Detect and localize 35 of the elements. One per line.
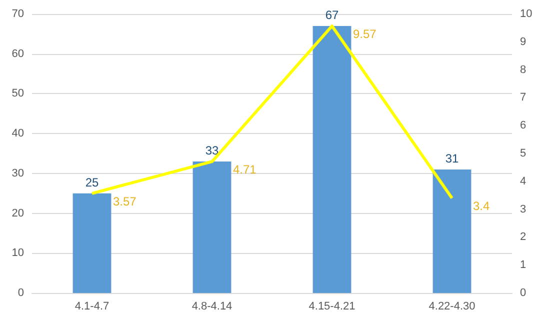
y-tick-label: 50 bbox=[12, 88, 24, 100]
y-tick-label: 60 bbox=[12, 48, 24, 60]
data-label: 67 bbox=[325, 8, 339, 22]
data-label: 31 bbox=[445, 151, 459, 166]
x-tick-label: 4.15-4.21 bbox=[308, 300, 356, 312]
bar bbox=[432, 169, 472, 293]
y2-tick-label: 1 bbox=[520, 259, 526, 272]
data-label: 9.57 bbox=[353, 26, 377, 41]
y2-tick-label: 7 bbox=[520, 92, 526, 104]
data-label: 3.57 bbox=[113, 194, 137, 208]
x-tick-label: 4.1-4.7 bbox=[74, 300, 110, 312]
y2-tick-label: 10 bbox=[520, 8, 532, 20]
y2-tick-label: 4 bbox=[520, 175, 526, 188]
data-label: 25 bbox=[85, 175, 99, 190]
x-tick-label: 4.8-4.14 bbox=[192, 300, 232, 312]
y2-tick-label: 6 bbox=[520, 120, 526, 132]
data-label: 3.4 bbox=[473, 199, 490, 214]
y2-tick-label: 9 bbox=[520, 36, 526, 48]
y2-tick-label: 3 bbox=[520, 203, 526, 216]
y-tick-label: 30 bbox=[12, 167, 24, 180]
y-tick-label: 10 bbox=[12, 247, 24, 260]
y2-tick-label: 0 bbox=[520, 287, 526, 299]
data-label: 4.71 bbox=[233, 162, 257, 177]
bar bbox=[72, 193, 112, 293]
y-tick-label: 70 bbox=[12, 8, 24, 20]
y2-tick-label: 2 bbox=[520, 231, 526, 244]
y-tick-label: 40 bbox=[12, 128, 24, 140]
y2-tick-label: 8 bbox=[520, 64, 526, 76]
y-tick-label: 0 bbox=[18, 287, 24, 299]
bar bbox=[312, 26, 352, 293]
y2-tick-label: 5 bbox=[520, 148, 526, 160]
x-tick-label: 4.22-4.30 bbox=[428, 300, 476, 312]
bar bbox=[192, 161, 232, 293]
y-tick-label: 20 bbox=[12, 207, 24, 220]
data-label: 33 bbox=[205, 143, 219, 158]
